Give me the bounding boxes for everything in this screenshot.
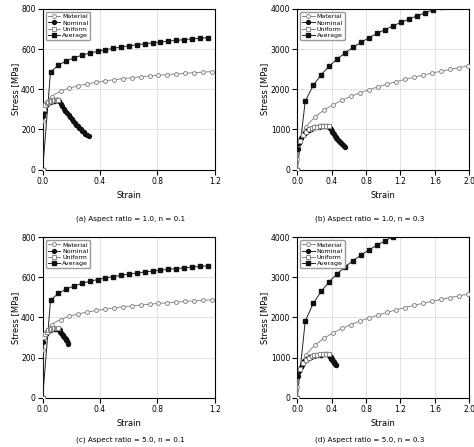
X-axis label: Strain: Strain	[116, 419, 141, 428]
Y-axis label: Stress [MPa]: Stress [MPa]	[11, 291, 20, 344]
Text: (b) Aspect ratio = 1.0, n = 0.3: (b) Aspect ratio = 1.0, n = 0.3	[315, 215, 424, 222]
Legend: Material, Nominal, Uniform, Average: Material, Nominal, Uniform, Average	[46, 12, 90, 40]
Y-axis label: Stress [MPa]: Stress [MPa]	[11, 63, 20, 115]
X-axis label: Strain: Strain	[371, 191, 396, 200]
Text: (c) Aspect ratio = 5.0, n = 0.1: (c) Aspect ratio = 5.0, n = 0.1	[76, 437, 185, 443]
X-axis label: Strain: Strain	[371, 419, 396, 428]
Legend: Material, Nominal, Uniform, Average: Material, Nominal, Uniform, Average	[301, 12, 345, 40]
Legend: Material, Nominal, Uniform, Average: Material, Nominal, Uniform, Average	[46, 240, 90, 268]
Text: (a) Aspect ratio = 1.0, n = 0.1: (a) Aspect ratio = 1.0, n = 0.1	[76, 215, 185, 222]
X-axis label: Strain: Strain	[116, 191, 141, 200]
Legend: Material, Nominal, Uniform, Average: Material, Nominal, Uniform, Average	[301, 240, 345, 268]
Text: (d) Aspect ratio = 5.0, n = 0.3: (d) Aspect ratio = 5.0, n = 0.3	[315, 437, 424, 443]
Y-axis label: Stress [MPa]: Stress [MPa]	[260, 291, 269, 344]
Y-axis label: Stress [MPa]: Stress [MPa]	[260, 63, 269, 115]
